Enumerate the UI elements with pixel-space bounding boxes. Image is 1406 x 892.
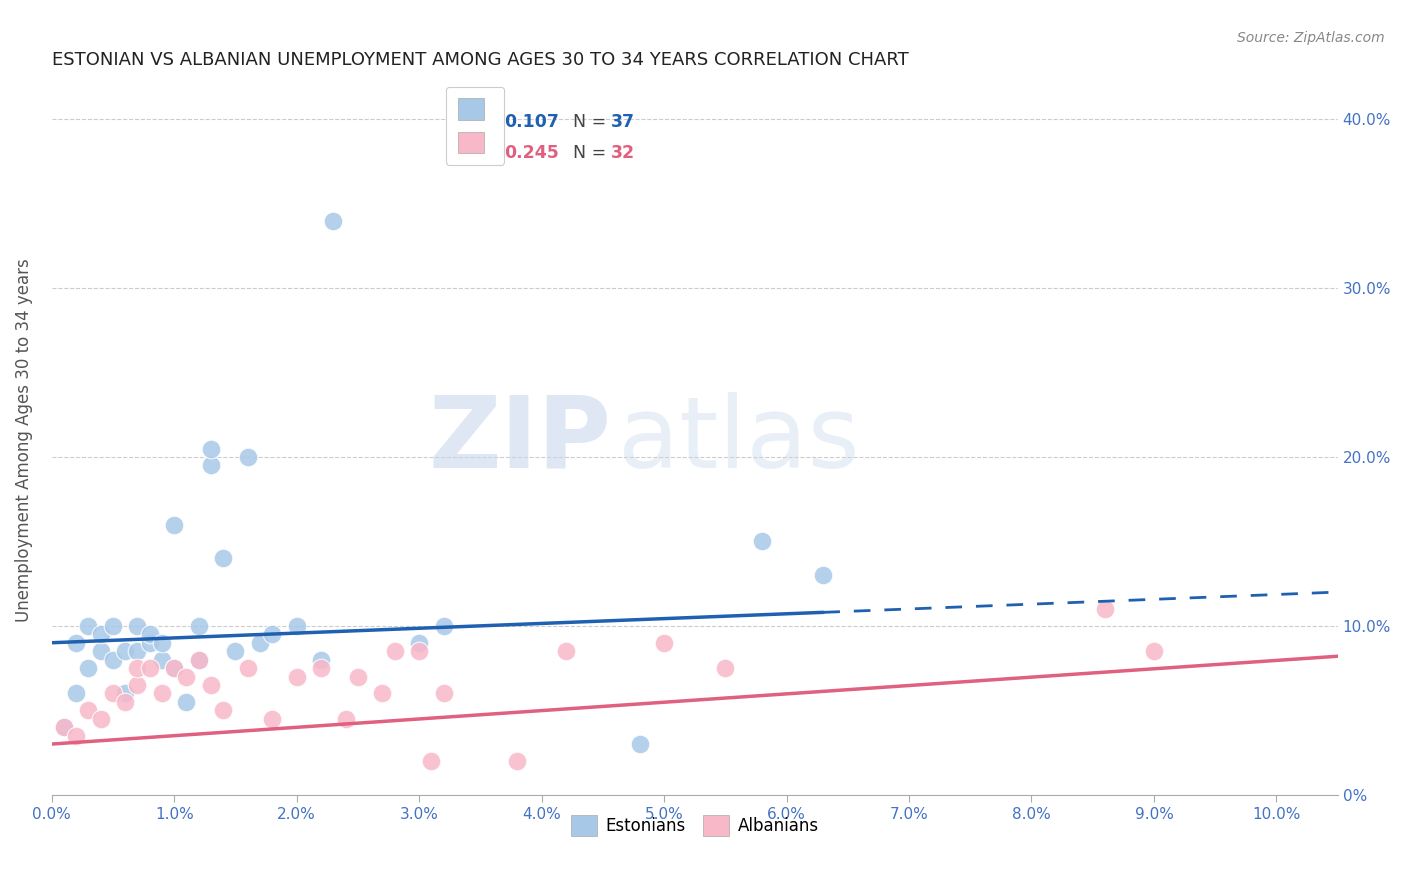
Point: [101, 652, 124, 666]
Point: [433, 686, 456, 700]
Point: [408, 644, 430, 658]
Point: [138, 627, 160, 641]
Point: [90, 712, 112, 726]
Point: [249, 636, 271, 650]
Text: R =: R =: [461, 144, 498, 161]
Text: ESTONIAN VS ALBANIAN UNEMPLOYMENT AMONG AGES 30 TO 34 YEARS CORRELATION CHART: ESTONIAN VS ALBANIAN UNEMPLOYMENT AMONG …: [52, 51, 908, 69]
Point: [347, 669, 370, 683]
Y-axis label: Unemployment Among Ages 30 to 34 years: Unemployment Among Ages 30 to 34 years: [15, 259, 32, 622]
Point: [127, 678, 149, 692]
Point: [420, 754, 443, 768]
Point: [628, 737, 651, 751]
Point: [212, 551, 235, 566]
Point: [163, 517, 186, 532]
Point: [187, 652, 209, 666]
Point: [200, 458, 222, 473]
Point: [200, 678, 222, 692]
Point: [813, 568, 835, 582]
Text: N =: N =: [572, 144, 612, 161]
Text: N =: N =: [572, 113, 612, 131]
Point: [176, 669, 198, 683]
Point: [77, 619, 100, 633]
Point: [224, 644, 246, 658]
Point: [53, 720, 76, 734]
Point: [138, 661, 160, 675]
Point: [751, 534, 773, 549]
Point: [127, 619, 149, 633]
Point: [127, 661, 149, 675]
Text: ZIP: ZIP: [429, 392, 612, 489]
Point: [127, 644, 149, 658]
Point: [65, 636, 87, 650]
Point: [1094, 602, 1116, 616]
Point: [163, 661, 186, 675]
Text: 32: 32: [612, 144, 636, 161]
Point: [90, 644, 112, 658]
Point: [236, 661, 259, 675]
Point: [150, 652, 173, 666]
Text: R =: R =: [461, 113, 498, 131]
Point: [65, 729, 87, 743]
Point: [371, 686, 394, 700]
Point: [714, 661, 737, 675]
Text: Source: ZipAtlas.com: Source: ZipAtlas.com: [1237, 31, 1385, 45]
Point: [187, 619, 209, 633]
Point: [433, 619, 456, 633]
Point: [77, 661, 100, 675]
Point: [262, 627, 284, 641]
Point: [114, 644, 136, 658]
Point: [285, 669, 308, 683]
Legend: Estonians, Albanians: Estonians, Albanians: [564, 808, 825, 843]
Point: [101, 686, 124, 700]
Point: [114, 686, 136, 700]
Point: [408, 636, 430, 650]
Point: [212, 703, 235, 717]
Point: [65, 686, 87, 700]
Point: [652, 636, 675, 650]
Point: [262, 712, 284, 726]
Point: [90, 627, 112, 641]
Point: [555, 644, 578, 658]
Point: [309, 652, 332, 666]
Point: [114, 695, 136, 709]
Text: 0.107: 0.107: [505, 113, 560, 131]
Point: [322, 213, 344, 227]
Point: [200, 442, 222, 456]
Text: atlas: atlas: [617, 392, 859, 489]
Point: [150, 686, 173, 700]
Text: 0.245: 0.245: [505, 144, 560, 161]
Point: [506, 754, 529, 768]
Point: [77, 703, 100, 717]
Point: [101, 619, 124, 633]
Point: [285, 619, 308, 633]
Point: [384, 644, 406, 658]
Point: [335, 712, 357, 726]
Point: [163, 661, 186, 675]
Point: [309, 661, 332, 675]
Text: 37: 37: [612, 113, 636, 131]
Point: [236, 450, 259, 464]
Point: [150, 636, 173, 650]
Point: [176, 695, 198, 709]
Point: [1143, 644, 1166, 658]
Point: [53, 720, 76, 734]
Point: [138, 636, 160, 650]
Point: [187, 652, 209, 666]
